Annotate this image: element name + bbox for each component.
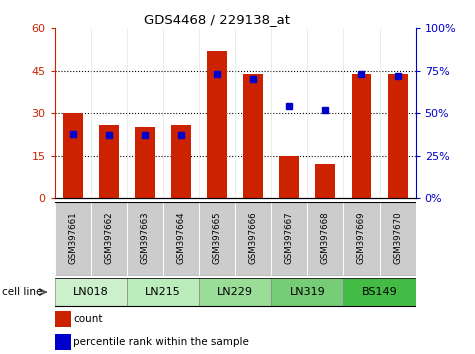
Text: GSM397667: GSM397667 <box>285 211 294 264</box>
Text: GSM397661: GSM397661 <box>68 211 77 264</box>
Bar <box>388 74 408 198</box>
Bar <box>271 278 343 306</box>
Bar <box>55 334 70 350</box>
Text: cell line: cell line <box>2 287 43 297</box>
Bar <box>271 202 307 276</box>
Bar <box>279 156 299 198</box>
Bar <box>307 202 343 276</box>
Text: LN018: LN018 <box>73 287 109 297</box>
Bar <box>352 74 371 198</box>
Text: BS149: BS149 <box>361 287 398 297</box>
Bar <box>235 202 271 276</box>
Bar <box>199 278 271 306</box>
Text: GSM397664: GSM397664 <box>177 211 185 264</box>
Text: LN229: LN229 <box>217 287 253 297</box>
Text: GSM397670: GSM397670 <box>393 211 402 264</box>
Bar <box>343 278 416 306</box>
Bar <box>315 164 335 198</box>
Bar <box>63 113 83 198</box>
Bar <box>199 202 235 276</box>
Text: LN319: LN319 <box>289 287 325 297</box>
Title: GDS4468 / 229138_at: GDS4468 / 229138_at <box>144 13 290 26</box>
Bar <box>243 74 263 198</box>
Text: LN215: LN215 <box>145 287 181 297</box>
Bar <box>91 202 127 276</box>
Text: GSM397669: GSM397669 <box>357 211 366 264</box>
Bar <box>127 202 163 276</box>
Text: GSM397662: GSM397662 <box>104 211 113 264</box>
Bar <box>207 51 227 198</box>
Text: GSM397663: GSM397663 <box>141 211 149 264</box>
Bar <box>380 202 416 276</box>
Text: count: count <box>74 314 103 325</box>
Bar <box>135 127 155 198</box>
Text: GSM397666: GSM397666 <box>249 211 257 264</box>
Bar <box>127 278 199 306</box>
Bar <box>171 125 191 198</box>
Bar <box>55 278 127 306</box>
Text: percentile rank within the sample: percentile rank within the sample <box>74 337 249 348</box>
Bar <box>343 202 380 276</box>
Bar <box>163 202 199 276</box>
Bar <box>55 311 70 327</box>
Text: GSM397665: GSM397665 <box>213 211 221 264</box>
Bar <box>55 202 91 276</box>
Text: GSM397668: GSM397668 <box>321 211 330 264</box>
Bar <box>99 125 119 198</box>
